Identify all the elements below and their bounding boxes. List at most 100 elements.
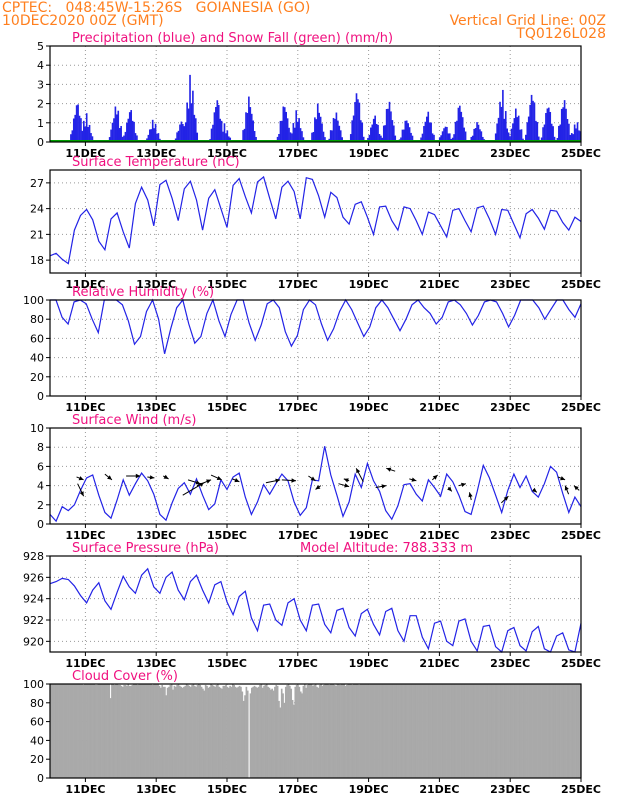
cloud-bar: [378, 684, 381, 778]
cloud-bar: [225, 684, 227, 778]
cloud-bar: [522, 684, 525, 778]
x-tick-label: 15DEC: [207, 401, 247, 414]
cloud-bar: [50, 684, 52, 778]
cloud-bar: [120, 685, 123, 778]
cloud-bar: [331, 684, 333, 778]
series-line: [49, 567, 582, 654]
cloud-bar: [290, 688, 293, 778]
precip-bar: [569, 134, 572, 142]
precip-bar: [84, 126, 87, 142]
precip-bar: [312, 131, 315, 142]
cloud-bar: [127, 684, 130, 778]
precip-bar: [335, 112, 338, 142]
header-line3-right: TQ0126L028: [516, 26, 606, 42]
wind-arrowhead: [343, 478, 349, 483]
y-tick-label: 4: [37, 59, 44, 72]
cloud-bar: [67, 684, 70, 778]
precip-bar: [220, 120, 223, 142]
cloud-bar: [332, 684, 335, 778]
precip-bar: [329, 130, 332, 142]
cloud-bar: [177, 684, 180, 778]
cloud-bar: [93, 684, 96, 778]
wind-arrowhead: [560, 476, 566, 481]
precip-bar: [324, 137, 326, 142]
cloud-bar: [264, 684, 267, 778]
cloud-bar: [466, 684, 469, 778]
cloud-bar: [555, 684, 557, 778]
precip-bar: [427, 111, 430, 142]
cloud-bar: [101, 684, 104, 778]
cloud-bar: [390, 684, 393, 778]
cloud-bar: [112, 684, 115, 778]
precip-bar: [301, 131, 303, 142]
precip-bar: [404, 120, 407, 142]
x-tick-label: 21DEC: [419, 401, 459, 414]
cloud-bar: [214, 686, 216, 778]
precip-bar: [295, 110, 298, 142]
cloud-bar: [271, 688, 274, 778]
cloud-bar: [184, 685, 187, 778]
cloud-bar: [138, 684, 140, 778]
precip-bar: [311, 132, 313, 142]
cloud-bar: [337, 684, 340, 778]
cloud-bar: [336, 684, 339, 778]
cloud-bar: [212, 685, 215, 778]
precip-bar: [121, 136, 124, 142]
precip-bar: [454, 121, 457, 142]
cloud-bar: [227, 687, 230, 778]
precip-bar: [552, 126, 554, 142]
cloud-bar: [574, 684, 576, 778]
cloud-bar: [73, 684, 75, 778]
precip-bar: [529, 104, 531, 142]
cloud-bar: [328, 684, 331, 778]
cloud-bar: [146, 684, 149, 778]
cloud-bar: [94, 684, 97, 778]
x-tick-label: 25DEC: [561, 657, 601, 670]
cloud-bar: [60, 684, 63, 778]
precip-bar: [380, 135, 382, 142]
cloud-bar: [192, 684, 195, 778]
wind-arrowhead: [344, 483, 350, 488]
precip-bar: [338, 125, 341, 142]
cloud-bar: [143, 684, 146, 778]
cloud-bar: [559, 684, 561, 778]
precip-bar: [150, 129, 153, 142]
precip-bar: [321, 123, 323, 142]
x-tick-label: 11DEC: [65, 783, 105, 796]
precip-bar: [423, 126, 425, 142]
precip-bar: [441, 131, 444, 142]
x-tick-label: 23DEC: [490, 147, 530, 160]
cloud-bar: [354, 684, 356, 778]
precip-bar: [526, 122, 529, 142]
wind-arrowhead: [79, 491, 84, 497]
precip-bar: [570, 133, 573, 142]
x-tick-label: 23DEC: [490, 401, 530, 414]
precip-bar: [388, 101, 391, 142]
precip-bar: [194, 118, 197, 142]
precip-bar: [219, 118, 221, 142]
precip-bar: [286, 118, 289, 142]
precip-bar: [527, 116, 530, 142]
precip-bar: [227, 136, 230, 142]
x-tick-label: 23DEC: [490, 529, 530, 542]
x-tick-label: 13DEC: [136, 278, 176, 291]
y-tick-label: 27: [30, 177, 44, 190]
cloud-bar: [427, 684, 430, 778]
precip-bar: [375, 123, 378, 142]
cloud-bar: [360, 684, 363, 778]
cloud-bar: [450, 684, 453, 778]
cloud-bar: [418, 684, 420, 778]
precip-bar: [542, 127, 544, 142]
cloud-bar: [69, 684, 71, 778]
cloud-bar: [265, 684, 268, 778]
panel-frame: [49, 169, 582, 274]
y-tick-label: 0: [37, 518, 44, 531]
cloud-bar: [571, 684, 574, 778]
cloud-bar: [420, 684, 423, 778]
precip-bar: [183, 126, 186, 142]
precip-bar: [443, 128, 445, 142]
precip-bar: [225, 133, 227, 142]
precip-bar: [516, 117, 519, 142]
precip-bar: [367, 137, 369, 142]
cloud-bar: [346, 684, 348, 778]
